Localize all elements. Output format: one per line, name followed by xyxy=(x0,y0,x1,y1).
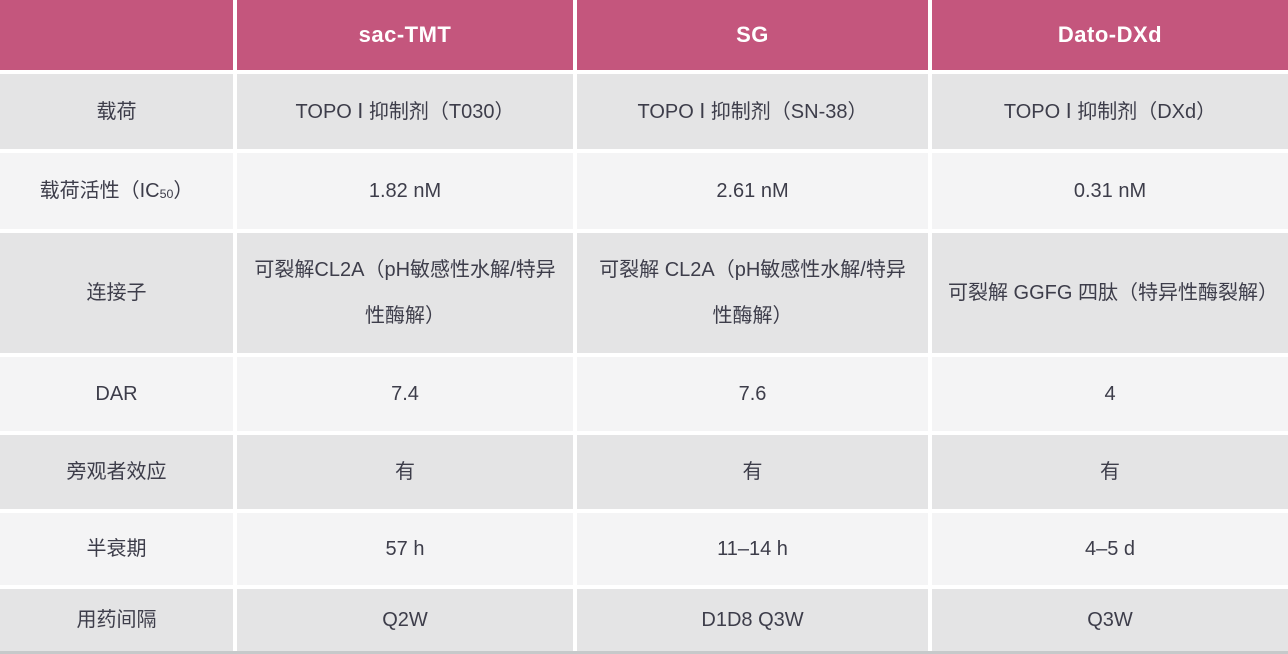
cell-linker-sg: 可裂解 CL2A（pH敏感性水解/特异性酶解） xyxy=(577,233,928,353)
cell-payload-sg: TOPO Ⅰ 抑制剂（SN-38） xyxy=(577,74,928,149)
row-label-linker: 连接子 xyxy=(0,233,233,353)
column-header-sg: SG xyxy=(577,0,928,70)
cell-half-life-dato-dxd: 4–5 d xyxy=(932,513,1288,585)
header-corner-cell xyxy=(0,0,233,70)
cell-dar-sg: 7.6 xyxy=(577,357,928,431)
cell-payload-sac-tmt: TOPO Ⅰ 抑制剂（T030） xyxy=(237,74,573,149)
cell-dosing-interval-sg: D1D8 Q3W xyxy=(577,589,928,651)
cell-dar-dato-dxd: 4 xyxy=(932,357,1288,431)
cell-half-life-sg: 11–14 h xyxy=(577,513,928,585)
cell-linker-dato-dxd: 可裂解 GGFG 四肽（特异性酶裂解） xyxy=(932,233,1288,353)
cell-bystander-effect-dato-dxd: 有 xyxy=(932,435,1288,509)
row-label-payload-activity: 载荷活性（IC 50） xyxy=(0,153,233,229)
row-label-half-life: 半衰期 xyxy=(0,513,233,585)
row-label-payload: 载荷 xyxy=(0,74,233,149)
cell-payload-activity-dato-dxd: 0.31 nM xyxy=(932,153,1288,229)
row-label-dosing-interval: 用药间隔 xyxy=(0,589,233,651)
cell-dar-sac-tmt: 7.4 xyxy=(237,357,573,431)
column-header-dato-dxd: Dato-DXd xyxy=(932,0,1288,70)
cell-dosing-interval-dato-dxd: Q3W xyxy=(932,589,1288,651)
cell-half-life-sac-tmt: 57 h xyxy=(237,513,573,585)
cell-dosing-interval-sac-tmt: Q2W xyxy=(237,589,573,651)
cell-payload-activity-sg: 2.61 nM xyxy=(577,153,928,229)
cell-payload-dato-dxd: TOPO Ⅰ 抑制剂（DXd） xyxy=(932,74,1288,149)
cell-payload-activity-sac-tmt: 1.82 nM xyxy=(237,153,573,229)
cell-bystander-effect-sac-tmt: 有 xyxy=(237,435,573,509)
payload-activity-label-text: 载荷活性（IC xyxy=(39,180,160,202)
payload-activity-label-end: ） xyxy=(173,180,194,202)
cell-linker-sac-tmt: 可裂解CL2A（pH敏感性水解/特异性酶解） xyxy=(237,233,573,353)
cell-bystander-effect-sg: 有 xyxy=(577,435,928,509)
row-label-dar: DAR xyxy=(0,357,233,431)
column-header-sac-tmt: sac-TMT xyxy=(237,0,573,70)
row-label-bystander-effect: 旁观者效应 xyxy=(0,435,233,509)
